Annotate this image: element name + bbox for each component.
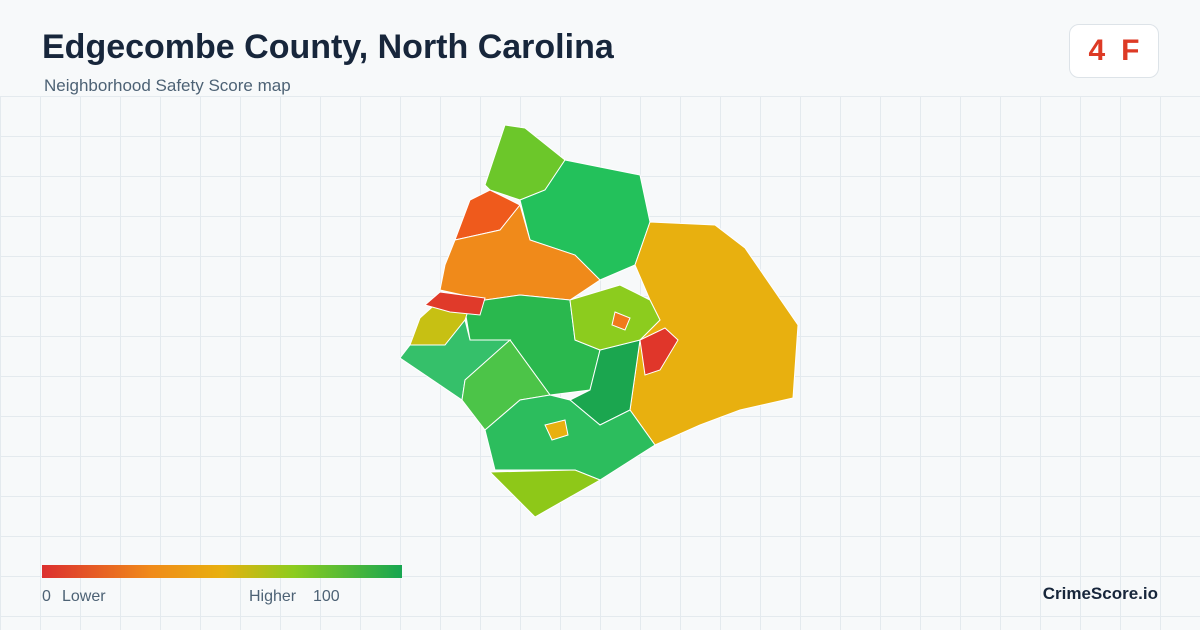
region xyxy=(544,419,569,441)
score-badge: 4 F xyxy=(1069,24,1159,78)
region xyxy=(484,394,656,481)
score: 4 xyxy=(1088,34,1106,67)
region xyxy=(439,203,601,301)
region xyxy=(639,327,679,376)
legend-gradient xyxy=(42,565,402,578)
header: Edgecombe County, North Carolina Neighbo… xyxy=(0,0,1200,96)
legend-low: Lower xyxy=(62,588,106,605)
grade: F xyxy=(1121,34,1140,67)
legend-high: Higher xyxy=(249,588,297,605)
region xyxy=(488,469,602,518)
brand: CrimeScore.io xyxy=(1042,584,1158,603)
legend-min: 0 xyxy=(42,588,51,605)
region xyxy=(423,291,486,316)
subtitle: Neighborhood Safety Score map xyxy=(44,76,291,95)
legend-max: 100 xyxy=(313,588,340,605)
region xyxy=(611,311,631,331)
title: Edgecombe County, North Carolina xyxy=(42,28,614,66)
